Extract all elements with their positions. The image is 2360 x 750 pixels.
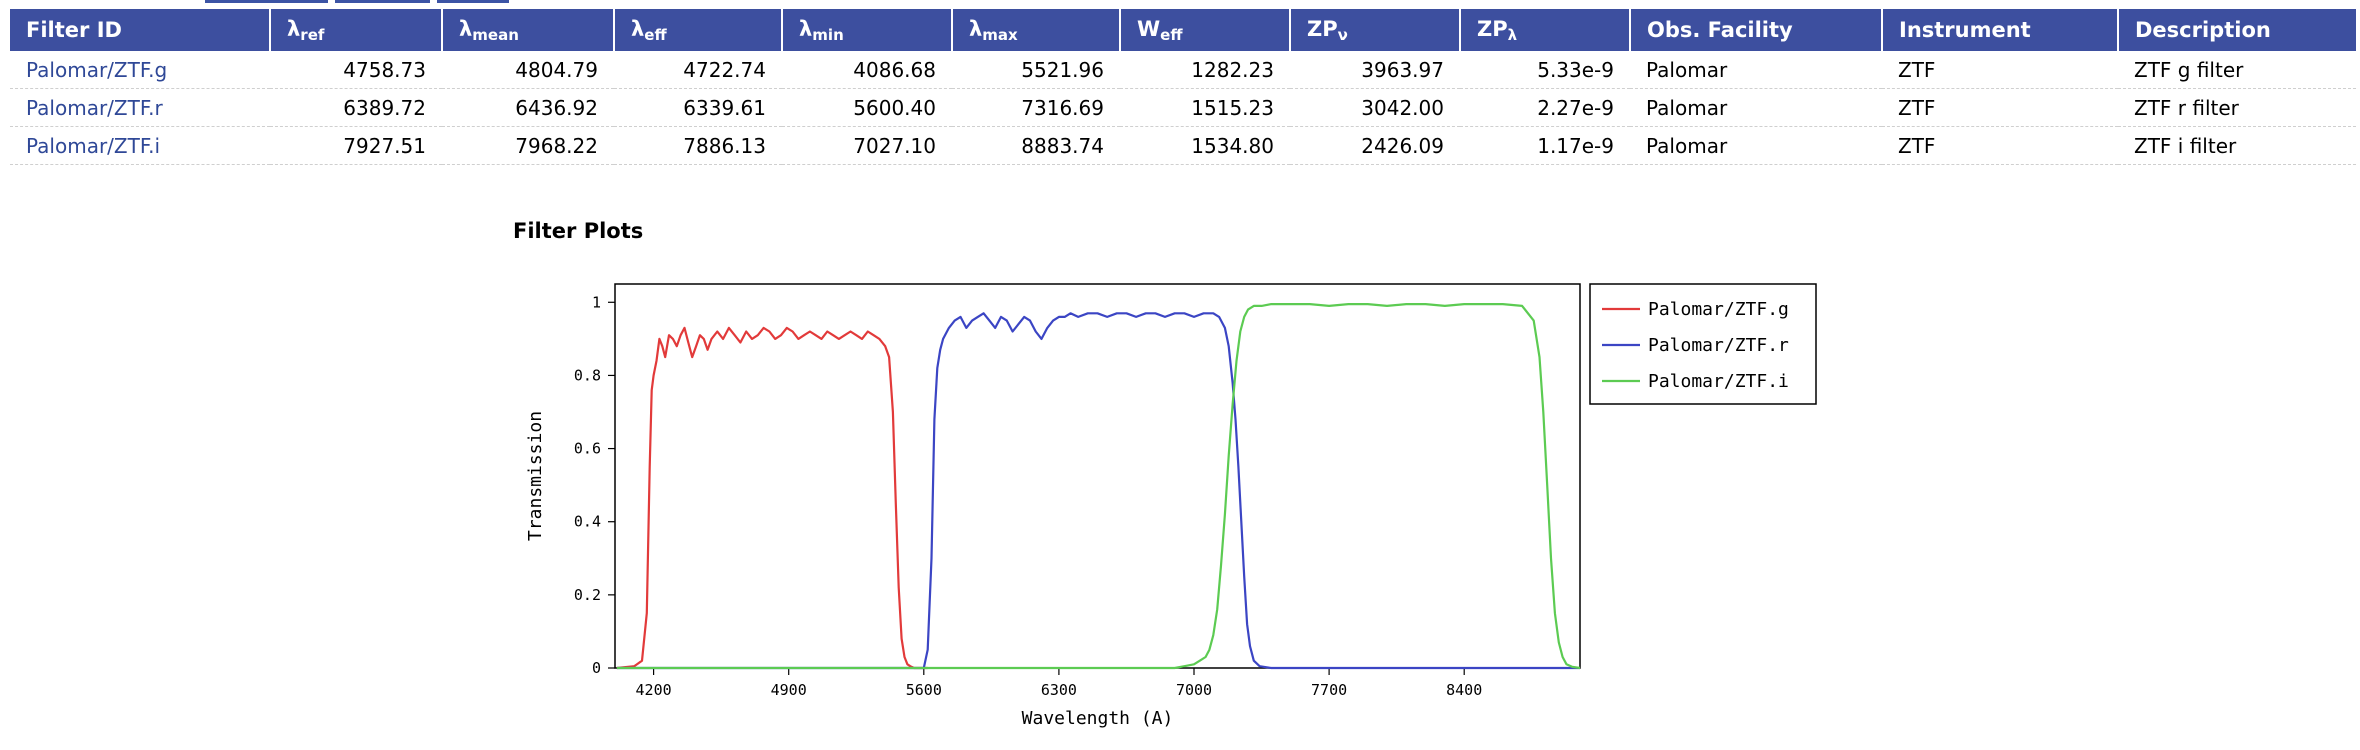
header-zp-lambda[interactable]: ZPλ [1459,9,1630,51]
lambda-max-cell: 5521.96 [952,51,1120,89]
lambda-ref-cell: 7927.51 [270,126,442,165]
header-lambda-mean[interactable]: λmean [441,9,614,51]
lambda-eff-cell: 6339.61 [614,88,782,127]
chart-axes: 4200 4900 5600 6300 7000 7700 8400 0 0.2 0.4 0.6 0.… [525,283,1581,729]
table-row: Palomar/ZTF.g 4758.73 4804.79 4722.74 40… [10,51,2356,89]
lambda-max-cell: 8883.74 [952,126,1120,165]
header-lambda-max[interactable]: λmax [951,9,1120,51]
series-line-ztf-g [616,326,928,670]
x-tick-label: 4200 [636,681,672,699]
x-tick-label: 4900 [771,681,807,699]
y-tick-label: 0 [592,659,601,677]
y-tick-label: 0.8 [574,366,601,384]
zp-lambda-cell: 1.17e-9 [1460,126,1630,165]
y-axis-label: Transmission [525,411,546,541]
tab-stub[interactable] [335,0,430,3]
filter-id-cell: Palomar/ZTF.g [10,51,270,89]
zp-nu-cell: 2426.09 [1290,126,1460,165]
lambda-ref-cell: 4758.73 [270,51,442,89]
w-eff-cell: 1282.23 [1120,51,1290,89]
lambda-min-cell: 4086.68 [782,51,952,89]
description-cell: ZTF r filter [2118,88,2356,127]
facility-cell: Palomar [1630,126,1882,165]
header-filter-id[interactable]: Filter ID [10,9,270,51]
lambda-mean-cell: 7968.22 [442,126,614,165]
w-eff-cell: 1515.23 [1120,88,1290,127]
tab-stub[interactable] [437,0,509,3]
filter-link[interactable]: Palomar/ZTF.r [26,95,163,120]
facility-cell: Palomar [1630,51,1882,89]
lambda-eff-cell: 4722.74 [614,51,782,89]
y-tick-label: 1 [592,293,601,311]
filters-table: Filter ID λref λmean λeff λmin λmax Weff… [10,9,2356,165]
series-line-ztf-i [616,302,1581,670]
zp-lambda-cell: 2.27e-9 [1460,88,1630,127]
header-lambda-min[interactable]: λmin [781,9,952,51]
x-tick-label: 5600 [906,681,942,699]
lambda-min-cell: 7027.10 [782,126,952,165]
description-cell: ZTF g filter [2118,51,2356,89]
header-description[interactable]: Description [2117,9,2356,51]
y-tick-label: 0.6 [574,440,601,458]
lambda-eff-cell: 7886.13 [614,126,782,165]
lambda-min-cell: 5600.40 [782,88,952,127]
instrument-cell: ZTF [1882,51,2118,89]
header-lambda-eff[interactable]: λeff [613,9,782,51]
zp-nu-cell: 3042.00 [1290,88,1460,127]
zp-lambda-cell: 5.33e-9 [1460,51,1630,89]
lambda-mean-cell: 6436.92 [442,88,614,127]
legend-entry-label: Palomar/ZTF.i [1648,371,1789,392]
y-tick-label: 0.2 [574,586,601,604]
filter-plots-heading: Filter Plots [513,219,644,243]
header-lambda-ref[interactable]: λref [269,9,442,51]
header-zp-nu[interactable]: ZPν [1289,9,1460,51]
lambda-ref-cell: 6389.72 [270,88,442,127]
table-row: Palomar/ZTF.i 7927.51 7968.22 7886.13 70… [10,126,2356,165]
plot-frame [614,283,1581,669]
instrument-cell: ZTF [1882,88,2118,127]
x-tick-label: 7700 [1311,681,1347,699]
x-axis-label: Wavelength (A) [1022,708,1174,729]
table-row: Palomar/ZTF.r 6389.72 6436.92 6339.61 56… [10,88,2356,127]
header-obs-facility[interactable]: Obs. Facility [1629,9,1882,51]
facility-cell: Palomar [1630,88,1882,127]
filter-transmission-chart: 4200 4900 5600 6300 7000 7700 8400 0 0.2 0.4 0.6 0.… [525,283,1817,729]
lambda-mean-cell: 4804.79 [442,51,614,89]
zp-nu-cell: 3963.97 [1290,51,1460,89]
lambda-max-cell: 7316.69 [952,88,1120,127]
x-tick-label: 7000 [1176,681,1212,699]
tab-stub[interactable] [205,0,328,3]
header-instrument[interactable]: Instrument [1881,9,2118,51]
description-cell: ZTF i filter [2118,126,2356,165]
w-eff-cell: 1534.80 [1120,126,1290,165]
legend-entry-label: Palomar/ZTF.g [1648,299,1789,320]
header-w-eff[interactable]: Weff [1119,9,1290,51]
x-tick-label: 6300 [1041,681,1077,699]
table-header-row: Filter ID λref λmean λeff λmin λmax Weff… [10,9,2356,51]
chart-legend: Palomar/ZTF.g Palomar/ZTF.r Palomar/ZTF.i [1589,283,1817,405]
filter-link[interactable]: Palomar/ZTF.i [26,133,161,158]
x-tick-label: 8400 [1446,681,1482,699]
filter-link[interactable]: Palomar/ZTF.g [26,57,168,82]
instrument-cell: ZTF [1882,126,2118,165]
legend-entry-label: Palomar/ZTF.r [1648,335,1789,356]
filter-id-cell: Palomar/ZTF.i [10,126,270,165]
chart-series [616,302,1581,670]
y-tick-label: 0.4 [574,513,601,531]
filter-id-cell: Palomar/ZTF.r [10,88,270,127]
